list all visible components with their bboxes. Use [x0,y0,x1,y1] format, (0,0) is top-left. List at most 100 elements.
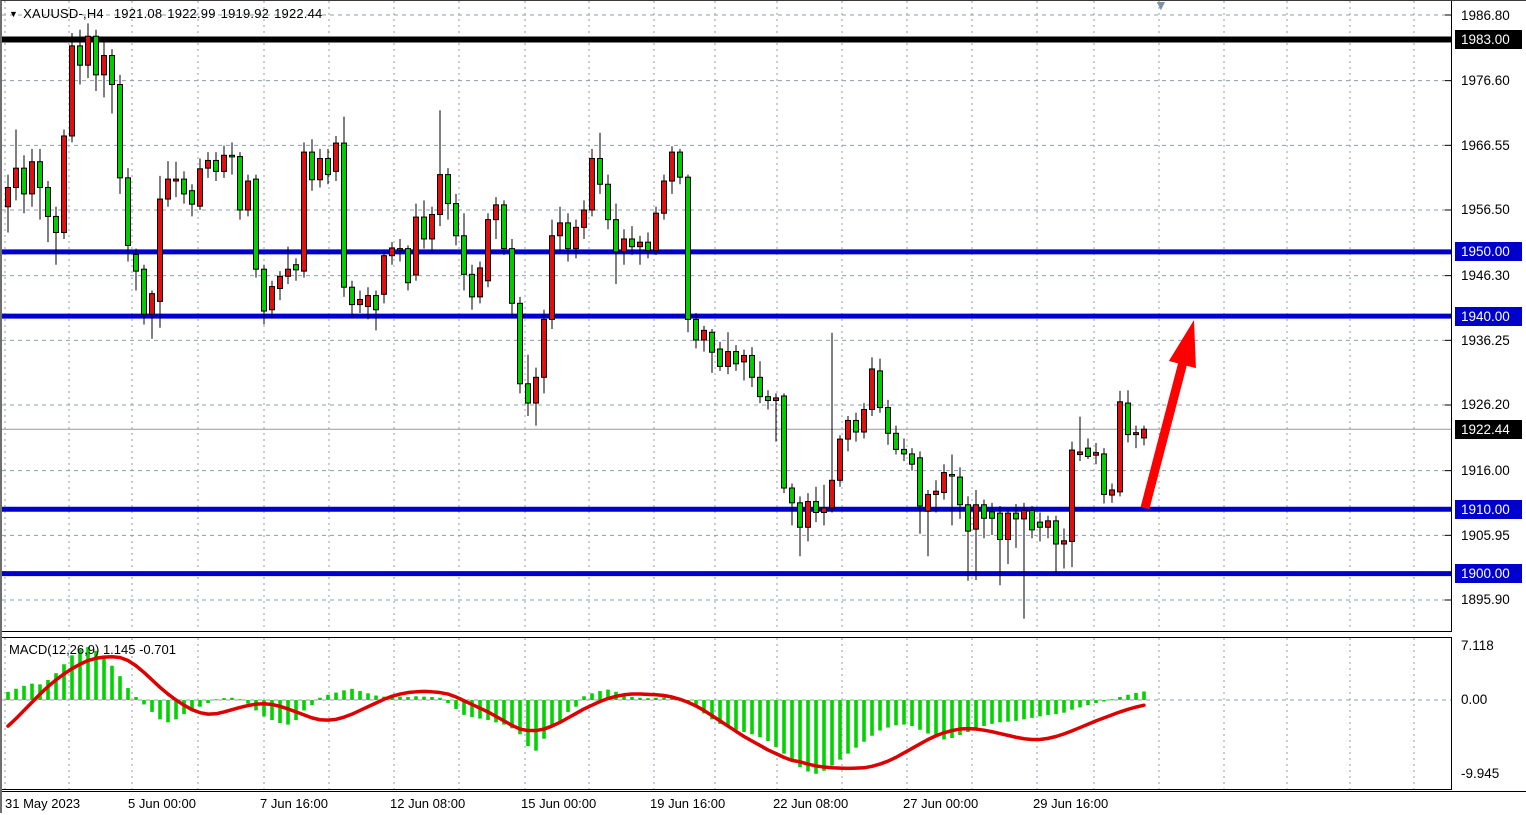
candle-body [797,502,803,528]
candle [437,110,443,227]
candle [37,148,43,220]
macd-histogram-bar [926,700,930,734]
candle-body [853,419,859,433]
macd-histogram-bar [798,700,802,768]
candle [245,174,251,217]
candle [341,116,347,297]
candle-body [1053,520,1059,545]
candle [1045,515,1051,539]
macd-histogram-bar [134,697,138,700]
macd-histogram-bar [326,694,330,700]
candle-body [1109,489,1115,496]
candle [397,238,403,262]
macd-histogram-bar [918,700,922,730]
trend-arrow[interactable] [1140,320,1196,510]
candle-body [421,216,427,240]
candle-body [117,84,123,179]
candle-body [5,186,11,208]
candle-body [405,248,411,284]
candle-body [333,142,339,172]
candle [261,264,267,325]
candle-body [813,501,819,513]
candle [1141,425,1147,446]
macd-histogram-bar [62,664,66,700]
candle-body [541,318,547,378]
candle-body [253,178,259,270]
candle [493,197,499,239]
candle-body [917,457,923,507]
candle [13,129,19,201]
candle-body [213,159,219,172]
candle [1093,442,1099,465]
candle-body [677,151,683,178]
price-chart-canvas[interactable] [2,1,1451,631]
candle [1133,425,1139,449]
candle-body [653,212,659,252]
candle-body [237,156,243,211]
candle-body [757,376,763,398]
candle [429,206,435,252]
candle [389,242,395,265]
macd-histogram-bar [446,700,450,703]
candle-body [269,286,275,311]
candle [645,232,651,259]
candle [45,181,51,243]
candle-body [317,158,323,181]
macd-histogram-bar [374,695,378,700]
candle [357,290,363,313]
macd-histogram-bar [30,683,34,700]
time-axis: 31 May 2023 5 Jun 00:00 7 Jun 16:00 12 Jun … [2,791,1526,815]
candle-body [373,295,379,311]
candle-body [1029,510,1035,531]
candle [925,489,931,557]
macd-histogram-bar [174,700,178,720]
candle-body [829,479,835,509]
candle-body [293,264,299,271]
macd-histogram-bar [334,692,338,700]
candle-body [933,490,939,495]
candle [469,264,475,310]
candle-body [277,275,283,290]
macd-histogram-bar [342,690,346,700]
candle [909,448,915,471]
candle [133,248,139,291]
candle-body [1093,452,1099,456]
price-axis-flag-1900.00: 1900.00 [1455,564,1522,584]
symbol-dropdown-icon[interactable]: ▼ [9,9,19,19]
macd-histogram-bar [222,698,226,700]
ohlc-high: 1922.99 [167,6,216,21]
candle-body [53,215,59,234]
candle [853,412,859,442]
scroll-to-end-icon[interactable]: ▼ [1154,0,1168,13]
candle [533,367,539,426]
candle [581,200,587,239]
macd-histogram-bar [766,700,770,741]
candle [125,168,131,262]
macd-chart-canvas[interactable] [2,638,1451,789]
candle [589,148,595,217]
candle [549,219,555,330]
macd-histogram-bar [1046,700,1050,715]
candle-body [741,354,747,363]
price-axis-label: 1986.80 [1461,7,1510,23]
trend-arrow-shaft [1140,355,1189,510]
candle-body [1037,521,1043,528]
price-chart-panel[interactable]: ▼ XAUUSD-,H4 1921.08 1922.99 1919.92 1922.44 … [2,0,1452,632]
ohlc-open: 1921.08 [113,6,163,21]
price-axis-label: 1936.25 [1461,332,1510,348]
candle [765,390,771,410]
macd-histogram-bar [1118,697,1122,700]
candle-body [229,154,235,158]
candle [861,403,867,439]
candle [301,142,307,278]
candle-body [125,177,131,246]
macd-histogram-bar [1078,700,1082,708]
macd-indicator-panel[interactable]: MACD(12,26,9) 1.145 -0.701 [2,637,1452,790]
price-axis-label: 1976.60 [1461,73,1510,89]
candle [373,290,379,331]
candle-body [805,501,811,528]
candle [1101,448,1107,504]
macd-histogram-bar [806,700,810,772]
macd-histogram-bar [1014,700,1018,721]
candle-body [149,293,155,315]
